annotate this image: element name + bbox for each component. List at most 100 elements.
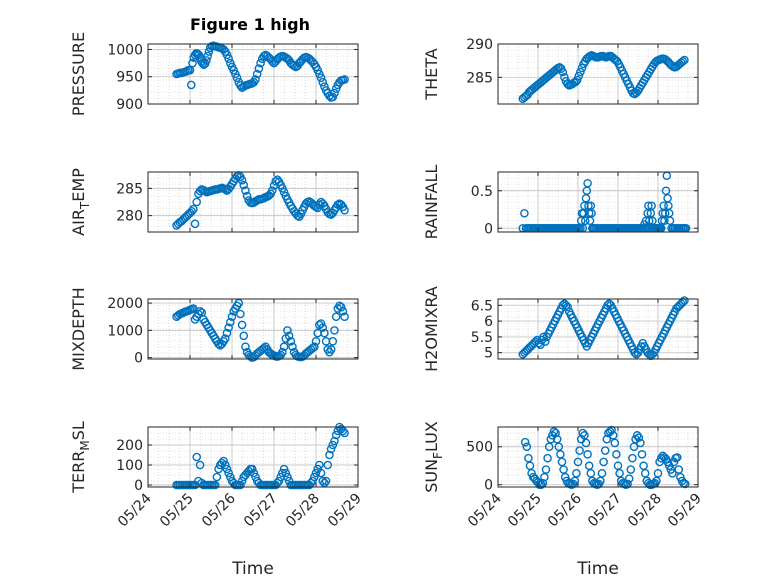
y-tick-label: 6.5 — [471, 298, 493, 314]
y-axis-label: PRESSURE — [69, 32, 88, 116]
data-point — [310, 342, 319, 352]
y-axis-label: TERRMSL — [69, 421, 92, 494]
data-point — [575, 446, 584, 455]
data-point — [227, 312, 237, 322]
data-point — [557, 457, 567, 467]
data-point — [563, 302, 572, 312]
data-point — [308, 343, 317, 353]
data-point — [219, 456, 228, 466]
subplot-air_temp: 280 285 AIRTEMP — [69, 168, 359, 236]
data-point — [186, 80, 196, 90]
data-point — [203, 51, 212, 61]
data-point — [541, 465, 551, 474]
data-point — [572, 469, 581, 478]
data-point — [199, 60, 209, 70]
data-point — [340, 205, 349, 215]
data-point — [576, 67, 585, 77]
data-point — [241, 342, 250, 352]
data-point — [259, 51, 269, 61]
y-tick-label: 950 — [116, 70, 143, 86]
data-point — [321, 476, 331, 486]
y-tick-label: 500 — [466, 440, 493, 456]
data-point — [623, 479, 632, 489]
data-point — [524, 453, 533, 463]
data-point — [284, 331, 294, 341]
data-point — [340, 312, 349, 322]
data-markers — [518, 51, 689, 103]
y-tick-label: 0.5 — [471, 184, 493, 200]
data-point — [580, 431, 589, 440]
data-point — [330, 88, 339, 98]
data-point — [672, 453, 682, 462]
data-point — [331, 312, 341, 322]
data-point — [226, 317, 235, 327]
data-point — [580, 216, 590, 226]
data-point — [599, 457, 608, 467]
data-point — [554, 442, 564, 452]
data-point — [613, 461, 623, 471]
y-tick-label: 0 — [484, 478, 493, 494]
data-point — [326, 444, 336, 454]
data-point — [237, 175, 247, 185]
data-point — [252, 69, 262, 79]
axes-box — [147, 298, 359, 360]
data-point — [283, 326, 292, 335]
data-point — [607, 425, 616, 435]
y-tick-label: 285 — [466, 70, 493, 86]
data-point — [578, 428, 588, 438]
data-point — [224, 323, 233, 332]
data-point — [543, 453, 552, 463]
data-point — [581, 438, 591, 448]
x-axis-label: Time — [576, 559, 619, 579]
data-point — [637, 450, 647, 459]
data-point — [559, 465, 568, 474]
axes-box — [147, 426, 359, 488]
data-point — [323, 460, 333, 470]
data-point — [251, 75, 260, 84]
data-point — [600, 446, 610, 455]
data-point — [239, 331, 249, 341]
data-point — [331, 430, 341, 440]
y-tick-label: 1000 — [107, 323, 143, 339]
data-markers — [172, 41, 349, 102]
axes-box — [497, 171, 699, 233]
data-point — [540, 337, 550, 346]
data-point — [558, 67, 568, 77]
data-point — [615, 469, 624, 478]
data-point — [326, 345, 336, 354]
data-point — [587, 208, 596, 218]
data-point — [583, 178, 592, 188]
data-point — [668, 469, 677, 478]
data-point — [574, 71, 584, 81]
data-point — [224, 468, 233, 478]
data-point — [190, 219, 200, 229]
data-point — [522, 442, 532, 452]
data-point — [647, 201, 656, 211]
data-point — [338, 306, 348, 316]
axes-box — [147, 171, 359, 233]
data-point — [278, 347, 287, 357]
axes-box — [497, 298, 699, 360]
data-point — [336, 302, 346, 312]
data-point — [560, 73, 569, 82]
data-point — [636, 438, 645, 448]
data-point — [640, 469, 650, 478]
data-point — [520, 437, 530, 447]
y-tick-label: 0 — [134, 351, 143, 367]
figure-title: Figure 1 high — [190, 15, 310, 34]
data-point — [185, 65, 195, 75]
data-point — [597, 469, 607, 478]
data-point — [596, 476, 605, 486]
data-point — [222, 328, 232, 338]
data-point — [552, 434, 562, 444]
data-point — [330, 326, 339, 335]
data-point — [573, 457, 583, 467]
data-point — [311, 336, 321, 346]
data-point — [195, 460, 205, 470]
data-point — [316, 319, 326, 328]
data-point — [249, 468, 259, 478]
y-axis-label: RAINFALL — [422, 165, 441, 240]
data-point — [318, 476, 328, 486]
data-point — [680, 479, 690, 489]
